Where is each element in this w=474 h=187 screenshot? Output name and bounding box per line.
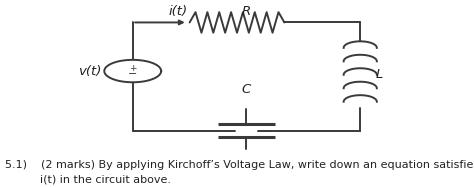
Text: i(t): i(t): [168, 5, 187, 18]
Text: R: R: [242, 5, 251, 18]
Text: v(t): v(t): [78, 65, 102, 78]
Text: 5.1)    (2 marks) By applying Kirchoff’s Voltage Law, write down an equation sat: 5.1) (2 marks) By applying Kirchoff’s Vo…: [5, 160, 474, 171]
Text: C: C: [242, 83, 251, 96]
Text: L: L: [375, 68, 383, 81]
Text: +: +: [129, 64, 137, 73]
Text: −: −: [128, 69, 137, 79]
Text: i(t) in the circuit above.: i(t) in the circuit above.: [5, 174, 171, 185]
